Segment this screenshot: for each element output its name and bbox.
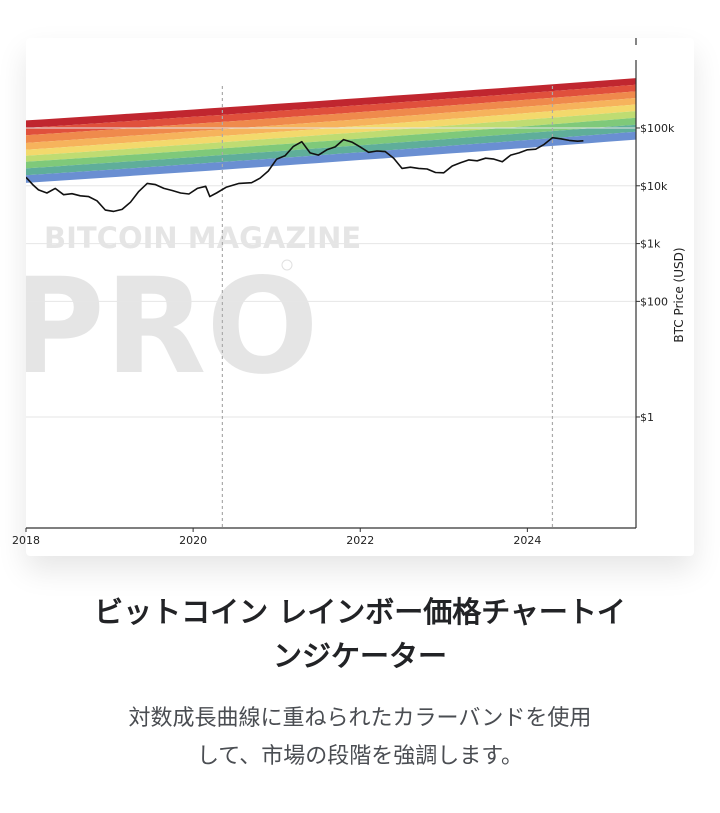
caption-desc-line-1: 対数成長曲線に重ねられたカラーバンドを使用 — [128, 706, 592, 731]
rainbow-band-5 — [26, 104, 636, 156]
x-tick-label: 2020 — [179, 534, 207, 547]
watermark: BITCOIN MAGAZINE PRO — [8, 221, 361, 404]
rainbow-band-6 — [26, 111, 636, 162]
y-tick-label: $1k — [640, 238, 661, 251]
rainbow-band-9 — [26, 131, 636, 183]
y-tick-label: $1 — [640, 411, 654, 424]
x-tick-label: 2022 — [346, 534, 374, 547]
y-tick-label: $100 — [640, 295, 668, 308]
rainbow-band-3 — [26, 91, 636, 143]
caption-title-line-2: ンジケーター — [272, 639, 447, 673]
rainbow-band-7 — [26, 117, 636, 169]
caption-description: 対数成長曲線に重ねられたカラーバンドを使用 して、市場の段階を強調します。 — [50, 700, 670, 776]
svg-text:BITCOIN MAGAZINE: BITCOIN MAGAZINE — [44, 221, 361, 255]
caption-title: ビットコイン レインボー価格チャートイ ンジケーター — [40, 590, 680, 678]
rainbow-band-1 — [26, 78, 636, 128]
x-tick-label: 2018 — [12, 534, 40, 547]
rainbow-band-4 — [26, 98, 636, 150]
rainbow-price-chart: BITCOIN MAGAZINE PRO $100k $10k $1k $100 $1 2… — [8, 38, 686, 547]
y-tick-label: $100k — [640, 122, 675, 135]
caption-title-line-1: ビットコイン レインボー価格チャートイ — [94, 595, 626, 629]
caption-desc-line-2: して、市場の段階を強調します。 — [196, 744, 524, 769]
btc-price-line — [26, 136, 584, 213]
y-tick-label: $10k — [640, 180, 668, 193]
x-tick-label: 2024 — [513, 534, 541, 547]
rainbow-band-8 — [26, 124, 636, 176]
rainbow-band-2 — [26, 84, 636, 136]
y-axis-label: BTC Price (USD) — [672, 247, 686, 342]
svg-text:PRO: PRO — [8, 250, 319, 404]
